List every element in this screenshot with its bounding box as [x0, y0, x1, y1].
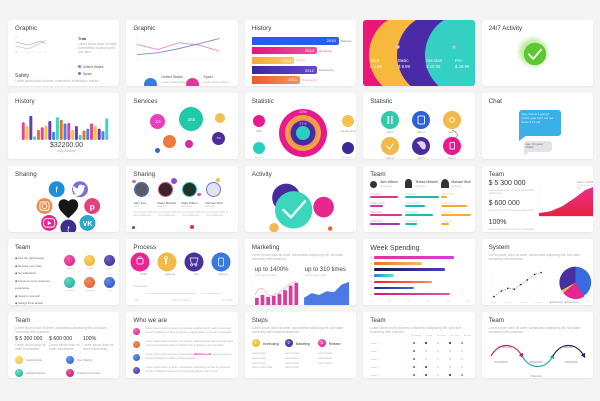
svg-text:February: February: [534, 301, 541, 304]
svg-text:Step 5: Step 5: [417, 156, 425, 159]
svg-text:Start: Start: [370, 58, 380, 63]
svg-text:p: p: [90, 201, 95, 211]
svg-text:SEO: SEO: [256, 129, 263, 133]
svg-text:Mar: Mar: [27, 52, 30, 54]
svg-text:Developing: Developing: [498, 345, 512, 349]
svg-text:Standart: Standart: [426, 58, 443, 63]
svg-text:08/04/2018: 08/04/2018: [529, 360, 543, 364]
svg-text:Step 6: Step 6: [386, 156, 394, 159]
svg-text:Security: Security: [342, 156, 353, 158]
svg-text:Social: Social: [255, 156, 264, 158]
svg-text:August: August: [491, 301, 497, 304]
svg-text:23%: 23%: [299, 110, 307, 114]
svg-text:October: October: [505, 301, 512, 304]
svg-text:Step 3: Step 3: [448, 130, 456, 134]
svg-text:Oct: Oct: [45, 51, 48, 54]
svg-text:Step 1: Step 1: [386, 130, 394, 134]
svg-text:Planning: Planning: [530, 374, 541, 378]
svg-text:$ 4.99: $ 4.99: [370, 64, 383, 69]
svg-text:$ 29.99: $ 29.99: [426, 64, 441, 69]
svg-text:01/03/2018: 01/03/2018: [494, 360, 508, 364]
svg-text:24/05/2018: 24/05/2018: [564, 360, 578, 364]
svg-text:Step 2: Step 2: [417, 130, 425, 134]
svg-text:VK: VK: [83, 221, 93, 228]
svg-text:500: 500: [15, 37, 18, 39]
svg-text:Basic: Basic: [398, 58, 409, 63]
svg-text:$ 49.99: $ 49.99: [455, 64, 470, 69]
svg-text:$ 9.99: $ 9.99: [398, 64, 411, 69]
svg-text:Release: Release: [562, 345, 573, 349]
svg-text:Pro: Pro: [455, 58, 462, 63]
svg-text:Developing: Developing: [340, 129, 355, 133]
svg-text:Step 4: Step 4: [448, 156, 456, 159]
svg-text:December: December: [519, 301, 528, 304]
svg-text:27%: 27%: [299, 122, 307, 126]
svg-text:Jun: Jun: [39, 52, 41, 54]
